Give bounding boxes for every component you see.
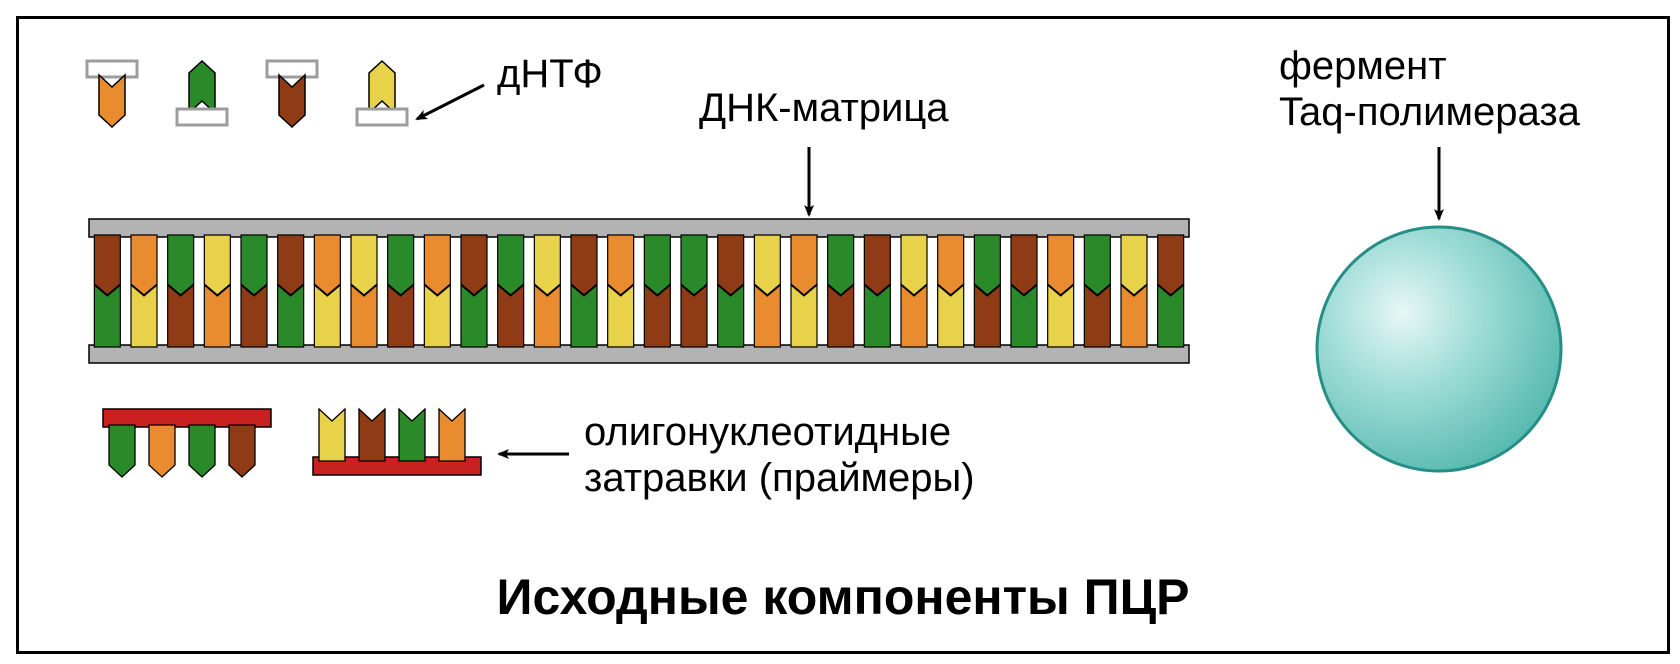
dna-base-top bbox=[828, 235, 854, 295]
dna-base-top bbox=[681, 235, 707, 295]
label-primers-l2: затравки (праймеры) bbox=[584, 455, 975, 501]
nucleotide bbox=[99, 75, 125, 127]
dna-base-top bbox=[1011, 235, 1037, 295]
label-enzyme-l1: фермент bbox=[1279, 43, 1580, 89]
dntp-cap bbox=[177, 109, 227, 125]
dntp-cap bbox=[267, 61, 317, 77]
arrow-dntp bbox=[417, 85, 484, 119]
primer-base bbox=[189, 425, 215, 477]
primer-base bbox=[229, 425, 255, 477]
dna-base-top bbox=[608, 235, 634, 295]
dna-base-top bbox=[424, 235, 450, 295]
label-primers-l1: олигонуклеотидные bbox=[584, 409, 975, 455]
dna-backbone-bottom bbox=[89, 345, 1189, 363]
dna-base-top bbox=[131, 235, 157, 295]
primer-base bbox=[439, 409, 465, 461]
dna-base-top bbox=[754, 235, 780, 295]
dna-base-top bbox=[461, 235, 487, 295]
dna-base-top bbox=[94, 235, 120, 295]
dna-base-top bbox=[864, 235, 890, 295]
primer-base bbox=[149, 425, 175, 477]
dna-base-top bbox=[204, 235, 230, 295]
dna-base-top bbox=[938, 235, 964, 295]
dna-base-top bbox=[1158, 235, 1184, 295]
dna-base-top bbox=[718, 235, 744, 295]
dntp-cap bbox=[87, 61, 137, 77]
dna-base-top bbox=[791, 235, 817, 295]
label-dntp: дНТФ bbox=[497, 51, 603, 97]
enzyme-sphere bbox=[1317, 227, 1561, 471]
dna-base-top bbox=[571, 235, 597, 295]
dna-base-top bbox=[974, 235, 1000, 295]
dna-base-top bbox=[1048, 235, 1074, 295]
dna-base-top bbox=[241, 235, 267, 295]
primer-base bbox=[319, 409, 345, 461]
diagram-frame: дНТФ ДНК-матрица фермент Taq-полимераза … bbox=[16, 16, 1670, 654]
nucleotide bbox=[369, 61, 395, 113]
dntp-cap bbox=[357, 109, 407, 125]
primer-base bbox=[399, 409, 425, 461]
dna-base-top bbox=[901, 235, 927, 295]
dna-base-top bbox=[168, 235, 194, 295]
dna-base-top bbox=[1121, 235, 1147, 295]
dna-base-top bbox=[1084, 235, 1110, 295]
label-primers: олигонуклеотидные затравки (праймеры) bbox=[584, 409, 975, 501]
dna-base-top bbox=[351, 235, 377, 295]
dna-base-top bbox=[644, 235, 670, 295]
title: Исходные компоненты ПЦР bbox=[19, 569, 1667, 627]
dna-base-top bbox=[534, 235, 560, 295]
dna-base-top bbox=[314, 235, 340, 295]
nucleotide bbox=[279, 75, 305, 127]
primer-backbone bbox=[103, 409, 271, 427]
dna-base-top bbox=[388, 235, 414, 295]
label-enzyme-l2: Taq-полимераза bbox=[1279, 89, 1580, 135]
dna-backbone-top bbox=[89, 219, 1189, 237]
primer-base bbox=[109, 425, 135, 477]
dna-base-top bbox=[278, 235, 304, 295]
label-enzyme: фермент Taq-полимераза bbox=[1279, 43, 1580, 135]
label-matrix: ДНК-матрица bbox=[699, 85, 949, 131]
dna-base-top bbox=[498, 235, 524, 295]
nucleotide bbox=[189, 61, 215, 113]
primer-base bbox=[359, 409, 385, 461]
